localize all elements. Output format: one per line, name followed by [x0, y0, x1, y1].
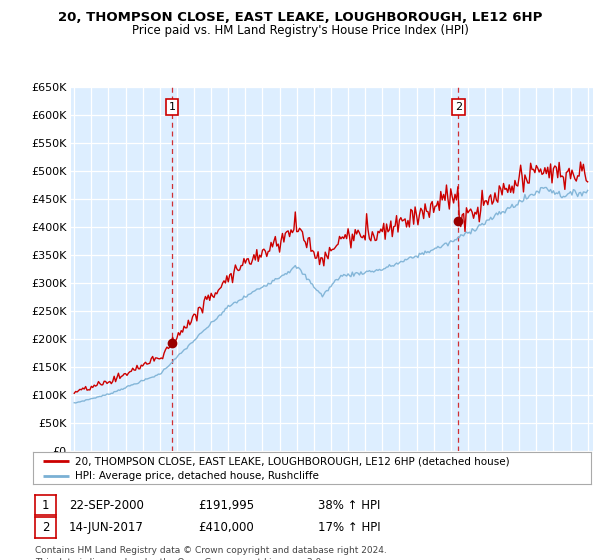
Text: 1: 1 — [42, 498, 49, 512]
Text: 2: 2 — [42, 521, 49, 534]
Text: 1: 1 — [169, 102, 176, 112]
Text: 20, THOMPSON CLOSE, EAST LEAKE, LOUGHBOROUGH, LE12 6HP: 20, THOMPSON CLOSE, EAST LEAKE, LOUGHBOR… — [58, 11, 542, 24]
Text: 38% ↑ HPI: 38% ↑ HPI — [318, 498, 380, 512]
Text: 14-JUN-2017: 14-JUN-2017 — [69, 521, 144, 534]
Text: Contains HM Land Registry data © Crown copyright and database right 2024.
This d: Contains HM Land Registry data © Crown c… — [35, 546, 386, 560]
Text: £191,995: £191,995 — [198, 498, 254, 512]
Text: 17% ↑ HPI: 17% ↑ HPI — [318, 521, 380, 534]
Text: 20, THOMPSON CLOSE, EAST LEAKE, LOUGHBOROUGH, LE12 6HP (detached house): 20, THOMPSON CLOSE, EAST LEAKE, LOUGHBOR… — [75, 456, 509, 466]
Text: Price paid vs. HM Land Registry's House Price Index (HPI): Price paid vs. HM Land Registry's House … — [131, 24, 469, 36]
Text: HPI: Average price, detached house, Rushcliffe: HPI: Average price, detached house, Rush… — [75, 470, 319, 480]
Text: 22-SEP-2000: 22-SEP-2000 — [69, 498, 144, 512]
Text: 2: 2 — [455, 102, 462, 112]
Text: £410,000: £410,000 — [198, 521, 254, 534]
